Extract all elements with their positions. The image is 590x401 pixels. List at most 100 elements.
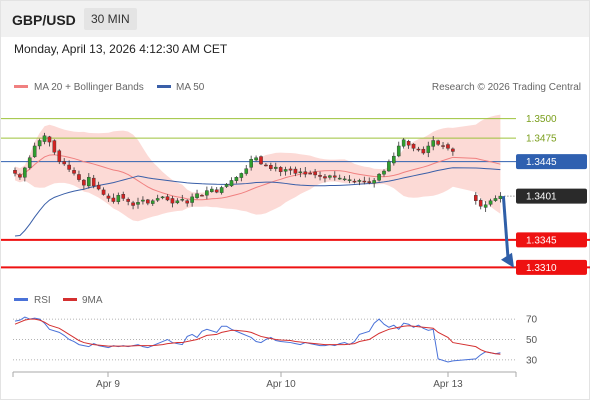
symbol-label: GBP/USD <box>12 12 76 28</box>
candle <box>72 167 76 176</box>
rsi-swatch <box>14 298 28 301</box>
candle <box>82 179 86 190</box>
candle <box>426 141 431 158</box>
candle <box>229 177 234 188</box>
rsi-ma-line <box>14 318 501 355</box>
candle <box>298 167 303 178</box>
bollinger-band <box>15 114 501 222</box>
ma50-swatch <box>157 85 171 88</box>
candle <box>362 176 367 185</box>
candle <box>205 186 209 200</box>
candle <box>372 178 376 188</box>
candle <box>323 173 327 183</box>
candle <box>111 193 116 204</box>
main-legend: MA 20 + Bollinger Bands MA 50 Research ©… <box>14 82 581 93</box>
candle <box>219 185 224 195</box>
candles <box>13 132 503 212</box>
candle <box>234 176 239 184</box>
forecast-arrow-head <box>501 252 514 268</box>
candle <box>13 167 17 177</box>
candle <box>47 135 52 147</box>
candle <box>273 162 278 172</box>
level-tag <box>516 232 587 248</box>
candle <box>155 194 160 203</box>
ma20-legend-label: MA 20 + Bollinger Bands <box>34 82 144 93</box>
candle <box>101 187 106 196</box>
candle <box>185 199 190 207</box>
level-labels: 1.3500 1.3475 1.3445 1.3401 1.3345 1.3310 <box>516 114 587 275</box>
candle <box>121 191 126 201</box>
level-lines <box>1 118 590 269</box>
ma50-line <box>14 167 501 237</box>
candle <box>357 178 362 186</box>
level-label-pivot: 1.3445 <box>516 154 587 170</box>
timestamp: Monday, April 13, 2026 4:12:30 AM CET <box>14 42 228 56</box>
bollinger-band-fill <box>15 114 501 222</box>
rsi-ma-legend-label: 9MA <box>82 295 103 306</box>
candle <box>411 143 416 152</box>
candle <box>318 171 322 181</box>
candle <box>446 142 450 151</box>
candle <box>244 165 249 176</box>
forecast-arrow <box>501 195 514 268</box>
candle <box>195 189 199 200</box>
candle <box>401 138 406 149</box>
candle <box>136 197 140 209</box>
candle <box>224 183 229 188</box>
candle <box>474 192 478 205</box>
candle <box>421 146 426 155</box>
level-label-support: 1.3345 <box>516 232 587 248</box>
rsi-ma-swatch <box>63 298 77 301</box>
candle <box>160 196 165 200</box>
candle <box>18 172 22 180</box>
interval-button[interactable]: 30 MIN <box>84 8 137 30</box>
candle <box>488 198 493 207</box>
candle <box>342 176 347 182</box>
level-label-resistance: 1.3500 <box>526 114 557 125</box>
ma20-swatch <box>14 85 28 88</box>
candle <box>96 181 101 191</box>
candle <box>387 159 391 172</box>
level-value: 1.3475 <box>526 134 557 145</box>
forecast-arrow-shaft <box>501 195 510 258</box>
moving-averages <box>14 154 501 237</box>
level-tag <box>516 154 587 170</box>
candle <box>32 142 37 158</box>
candle <box>308 170 313 175</box>
candle <box>328 174 332 180</box>
candle <box>27 155 32 170</box>
source-label: Research © 2026 Trading Central <box>432 82 581 93</box>
candle <box>239 172 244 182</box>
candle <box>392 152 396 166</box>
candle <box>131 200 135 210</box>
candle <box>62 158 66 166</box>
candle <box>249 155 253 171</box>
ma50-legend-label: MA 50 <box>176 82 205 93</box>
candle <box>42 132 47 145</box>
candle <box>264 162 268 167</box>
candle <box>347 175 352 184</box>
candle <box>441 141 445 150</box>
rsi-legend: RSI 9MA <box>14 295 103 306</box>
level-value: 1.3445 <box>526 157 557 168</box>
level-value: 1.3310 <box>526 263 557 274</box>
candle <box>77 170 81 182</box>
ma20-line <box>14 154 501 201</box>
candle <box>91 174 96 189</box>
candle <box>170 195 175 208</box>
candle <box>493 195 498 202</box>
candle <box>214 187 219 194</box>
candle <box>436 139 440 147</box>
candle <box>200 194 204 197</box>
candle <box>37 138 42 150</box>
x-tick-label: Apr 9 <box>96 379 120 390</box>
candle <box>146 198 150 206</box>
candle <box>52 139 57 155</box>
candle <box>180 194 185 202</box>
candle <box>288 166 293 175</box>
candle <box>86 173 91 189</box>
candle <box>254 155 258 162</box>
candle <box>57 149 62 165</box>
